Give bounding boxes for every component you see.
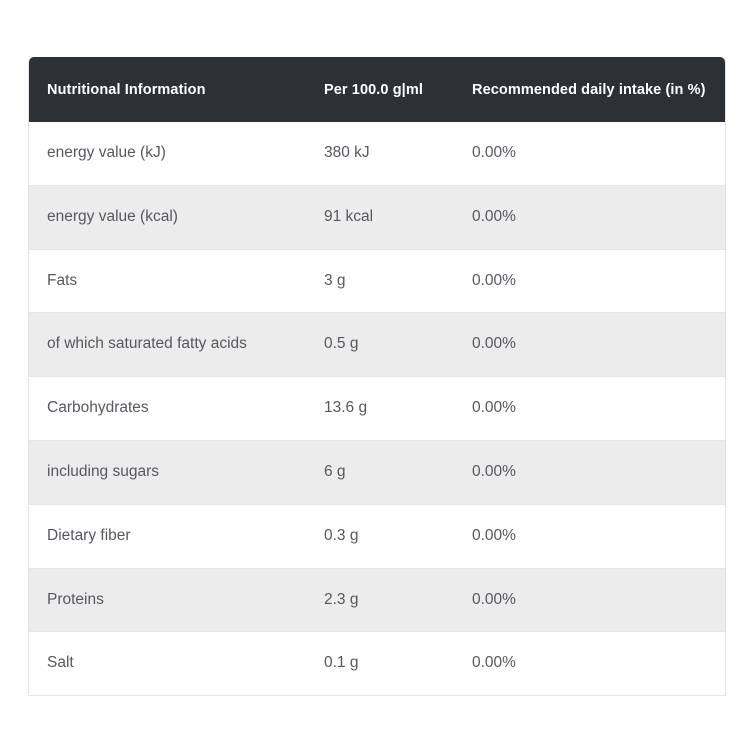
nutrient-label: Carbohydrates xyxy=(47,399,149,417)
table-row: energy value (kcal) 91 kcal 0.00% xyxy=(29,185,725,250)
nutrient-rdi: 0.00% xyxy=(472,526,516,544)
nutrient-rdi: 0.00% xyxy=(472,207,516,225)
table-row: Dietary fiber 0.3 g 0.00% xyxy=(29,504,725,569)
nutrient-label: of which saturated fatty acids xyxy=(47,335,247,353)
nutrient-rdi: 0.00% xyxy=(472,144,516,162)
nutrient-amount: 0.3 g xyxy=(324,526,359,544)
table-row: Proteins 2.3 g 0.00% xyxy=(29,568,725,633)
table-row: including sugars 6 g 0.00% xyxy=(29,440,725,505)
table-row: Salt 0.1 g 0.00% xyxy=(29,632,725,697)
nutrient-amount: 0.5 g xyxy=(324,335,359,353)
table-row: energy value (kJ) 380 kJ 0.00% xyxy=(29,122,725,186)
nutrient-amount: 380 kJ xyxy=(324,144,370,162)
nutrient-rdi: 0.00% xyxy=(472,271,516,289)
nutrient-amount: 3 g xyxy=(324,271,346,289)
table-row: Carbohydrates 13.6 g 0.00% xyxy=(29,377,725,441)
nutrient-label: energy value (kJ) xyxy=(47,144,166,162)
nutrient-label: Salt xyxy=(47,654,74,672)
nutrient-label: Fats xyxy=(47,271,78,289)
nutrient-amount: 6 g xyxy=(324,463,346,481)
table-row: of which saturated fatty acids 0.5 g 0.0… xyxy=(29,313,725,378)
nutrient-amount: 2.3 g xyxy=(324,590,359,608)
table-row: Fats 3 g 0.00% xyxy=(29,249,725,314)
column-header-nutrient: Nutritional Information xyxy=(47,81,206,98)
nutrient-rdi: 0.00% xyxy=(472,654,516,672)
nutrient-label: Dietary fiber xyxy=(47,526,131,544)
nutrient-rdi: 0.00% xyxy=(472,463,516,481)
nutrient-amount: 0.1 g xyxy=(324,654,359,672)
column-header-per-100: Per 100.0 g|ml xyxy=(324,81,423,98)
nutrient-label: including sugars xyxy=(47,463,160,481)
nutrient-amount: 91 kcal xyxy=(324,207,374,225)
nutrient-rdi: 0.00% xyxy=(472,335,516,353)
nutrition-table-body: energy value (kJ) 380 kJ 0.00% energy va… xyxy=(29,122,725,697)
nutrition-table: Nutritional Information Per 100.0 g|ml R… xyxy=(28,57,726,697)
nutrient-label: energy value (kcal) xyxy=(47,207,178,225)
nutrient-rdi: 0.00% xyxy=(472,399,516,417)
nutrient-rdi: 0.00% xyxy=(472,590,516,608)
nutrition-table-header: Nutritional Information Per 100.0 g|ml R… xyxy=(29,57,725,122)
nutrient-label: Proteins xyxy=(47,590,104,608)
column-header-rdi: Recommended daily intake (in %) xyxy=(472,81,706,98)
nutrient-amount: 13.6 g xyxy=(324,399,368,417)
